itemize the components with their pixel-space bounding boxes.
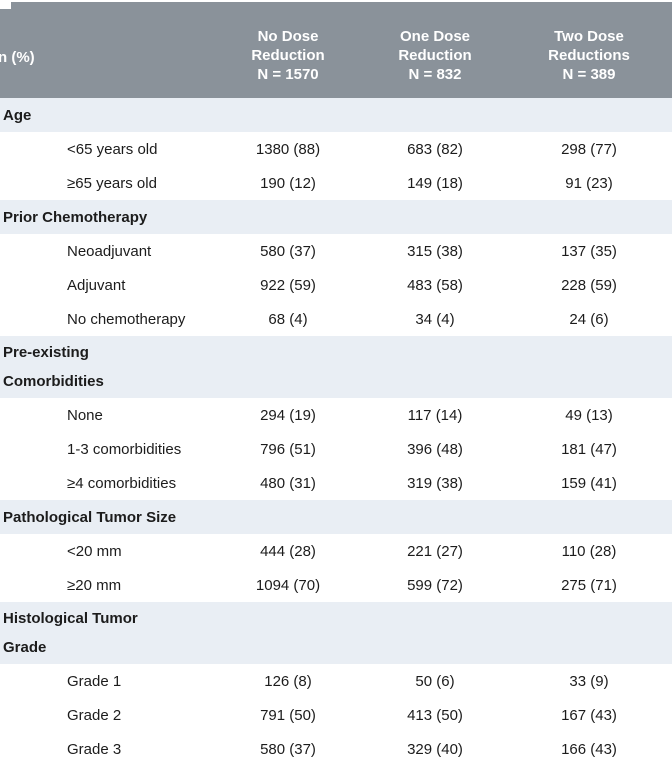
- table-header-row: n (%) No Dose Reduction N = 1570 One Dos…: [0, 2, 672, 98]
- row-label: 1-3 comorbidities: [67, 440, 182, 458]
- table-row: Grade 2 791 (50) 413 (50) 167 (43): [0, 698, 672, 732]
- row-value: 33 (9): [569, 672, 609, 690]
- row-label: Neoadjuvant: [67, 242, 152, 260]
- row-value: 580 (37): [260, 740, 316, 758]
- column-header-no-dose-reduction: No Dose Reduction N = 1570: [212, 17, 364, 84]
- row-value: 396 (48): [407, 440, 463, 458]
- table-row: Grade 3 580 (37) 329 (40) 166 (43): [0, 732, 672, 766]
- table-row: None 294 (19) 117 (14) 49 (13): [0, 398, 672, 432]
- row-value: 181 (47): [561, 440, 617, 458]
- column-header-line: Reduction: [398, 46, 472, 64]
- row-label: <65 years old: [67, 140, 158, 158]
- row-value: 413 (50): [407, 706, 463, 724]
- section-title-line: Comorbidities: [3, 373, 104, 390]
- row-value: 319 (38): [407, 474, 463, 492]
- column-header-line: Reductions: [548, 46, 630, 64]
- corner-label: n (%): [0, 48, 35, 66]
- row-value: 683 (82): [407, 140, 463, 158]
- column-header-line: Reduction: [251, 46, 325, 64]
- column-header-line: One Dose: [399, 27, 471, 45]
- row-label: <20 mm: [67, 542, 122, 560]
- section-header: Prior Chemotherapy: [0, 200, 672, 234]
- row-value: 117 (14): [407, 406, 463, 424]
- row-label: Grade 2: [67, 706, 122, 724]
- table-row: ≥20 mm 1094 (70) 599 (72) 275 (71): [0, 568, 672, 602]
- section-title-line: Grade: [3, 639, 47, 656]
- column-header-line: N = 832: [408, 65, 462, 83]
- section-title-line: Prior Chemotherapy: [3, 208, 148, 226]
- column-header-line: Two Dose: [554, 27, 624, 45]
- column-header-one-dose-reduction: One Dose Reduction N = 832: [364, 17, 506, 84]
- row-value: 580 (37): [260, 242, 316, 260]
- row-value: 110 (28): [561, 542, 617, 560]
- row-value: 922 (59): [260, 276, 316, 294]
- table-row: Grade 1 126 (8) 50 (6) 33 (9): [0, 664, 672, 698]
- row-value: 159 (41): [561, 474, 617, 492]
- table-row: ≥65 years old 190 (12) 149 (18) 91 (23): [0, 166, 672, 200]
- table-row: Adjuvant 922 (59) 483 (58) 228 (59): [0, 268, 672, 302]
- row-value: 49 (13): [565, 406, 613, 424]
- section-title-line: Pathological Tumor Size: [3, 508, 177, 526]
- row-label: ≥20 mm: [67, 576, 122, 594]
- column-header-line: N = 389: [562, 65, 616, 83]
- table-row: 1-3 comorbidities 796 (51) 396 (48) 181 (47…: [0, 432, 672, 466]
- section-title-line: Pre-existing: [3, 344, 89, 361]
- row-value: 315 (38): [407, 242, 463, 260]
- row-value: 791 (50): [260, 706, 316, 724]
- row-value: 190 (12): [260, 174, 316, 192]
- row-value: 298 (77): [561, 140, 617, 158]
- row-label: Grade 1: [67, 672, 122, 690]
- row-value: 444 (28): [260, 542, 316, 560]
- row-label: None: [67, 406, 103, 424]
- row-value: 24 (6): [569, 310, 609, 328]
- row-label: ≥4 comorbidities: [67, 474, 177, 492]
- row-value: 1380 (88): [255, 140, 321, 158]
- row-value: 228 (59): [561, 276, 617, 294]
- corner-notch: [0, 0, 11, 9]
- table-body: Age <65 years old 1380 (88) 683 (82) 298 (77…: [0, 98, 672, 766]
- table-row: <20 mm 444 (28) 221 (27) 110 (28): [0, 534, 672, 568]
- row-value: 50 (6): [415, 672, 455, 690]
- row-value: 796 (51): [260, 440, 316, 458]
- section-header: Pre-existing Comorbidities: [0, 336, 672, 398]
- section-header: Histological Tumor Grade: [0, 602, 672, 664]
- table-row: <65 years old 1380 (88) 683 (82) 298 (77): [0, 132, 672, 166]
- row-value: 275 (71): [561, 576, 617, 594]
- column-header-line: N = 1570: [257, 65, 319, 83]
- table-row: Neoadjuvant 580 (37) 315 (38) 137 (35): [0, 234, 672, 268]
- row-value: 294 (19): [260, 406, 316, 424]
- row-label: No chemotherapy: [67, 310, 186, 328]
- row-value: 68 (4): [268, 310, 308, 328]
- row-value: 126 (8): [264, 672, 312, 690]
- row-value: 166 (43): [561, 740, 617, 758]
- section-header: Age: [0, 98, 672, 132]
- row-value: 91 (23): [565, 174, 613, 192]
- row-label: Grade 3: [67, 740, 122, 758]
- row-value: 167 (43): [561, 706, 617, 724]
- row-value: 483 (58): [407, 276, 463, 294]
- row-value: 1094 (70): [255, 576, 321, 594]
- row-value: 480 (31): [260, 474, 316, 492]
- column-header-line: No Dose: [257, 27, 319, 45]
- row-value: 329 (40): [407, 740, 463, 758]
- row-value: 149 (18): [407, 174, 463, 192]
- row-value: 137 (35): [561, 242, 617, 260]
- section-header: Pathological Tumor Size: [0, 500, 672, 534]
- table-row: ≥4 comorbidities 480 (31) 319 (38) 159 (41): [0, 466, 672, 500]
- section-title-line: Age: [3, 106, 32, 124]
- row-label: ≥65 years old: [67, 174, 157, 192]
- row-value: 34 (4): [415, 310, 455, 328]
- section-title-line: Histological Tumor: [3, 610, 138, 627]
- row-value: 221 (27): [407, 542, 463, 560]
- table-row: No chemotherapy 68 (4) 34 (4) 24 (6): [0, 302, 672, 336]
- row-label: Adjuvant: [67, 276, 126, 294]
- column-header-two-dose-reductions: Two Dose Reductions N = 389: [506, 17, 672, 84]
- row-value: 599 (72): [407, 576, 463, 594]
